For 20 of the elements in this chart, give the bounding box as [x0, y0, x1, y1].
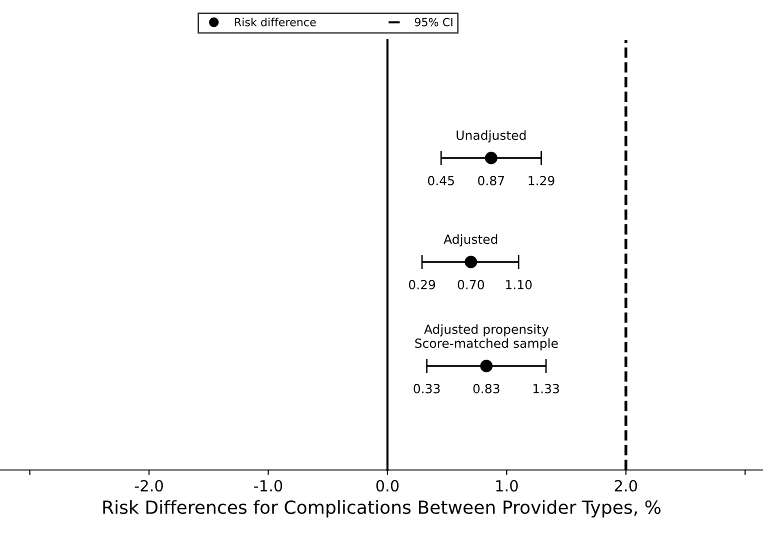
annotation: 1.29: [528, 176, 554, 186]
x-tick-label: 1.0: [496, 480, 518, 492]
annotation: 1.33: [533, 384, 559, 394]
legend-label: Risk difference: [234, 18, 316, 26]
text: 0.83: [473, 384, 500, 394]
x-axis-title: Risk Differences for Complications Between Provider Types, %: [103, 500, 660, 518]
x-tick-label: -1.0: [254, 480, 282, 492]
x-tick-label: 0.0: [376, 480, 399, 492]
y-tick-label: Adjusted propensity Score-matched sample: [415, 324, 558, 350]
text: 0.70: [458, 280, 484, 290]
y-tick-label: Unadjusted: [456, 130, 526, 142]
annotation: 1.10: [506, 280, 532, 290]
text: 95% CI: [414, 18, 452, 26]
text: 0.87: [478, 176, 504, 186]
x-tick-label: 2.0: [614, 480, 638, 492]
x-tick-label: -2.0: [134, 480, 163, 492]
annotation: 0.29: [408, 280, 436, 290]
annotation: 0.33: [414, 384, 440, 394]
y-tick-label: Adjusted: [444, 234, 498, 246]
annotation: 0.45: [428, 176, 454, 186]
